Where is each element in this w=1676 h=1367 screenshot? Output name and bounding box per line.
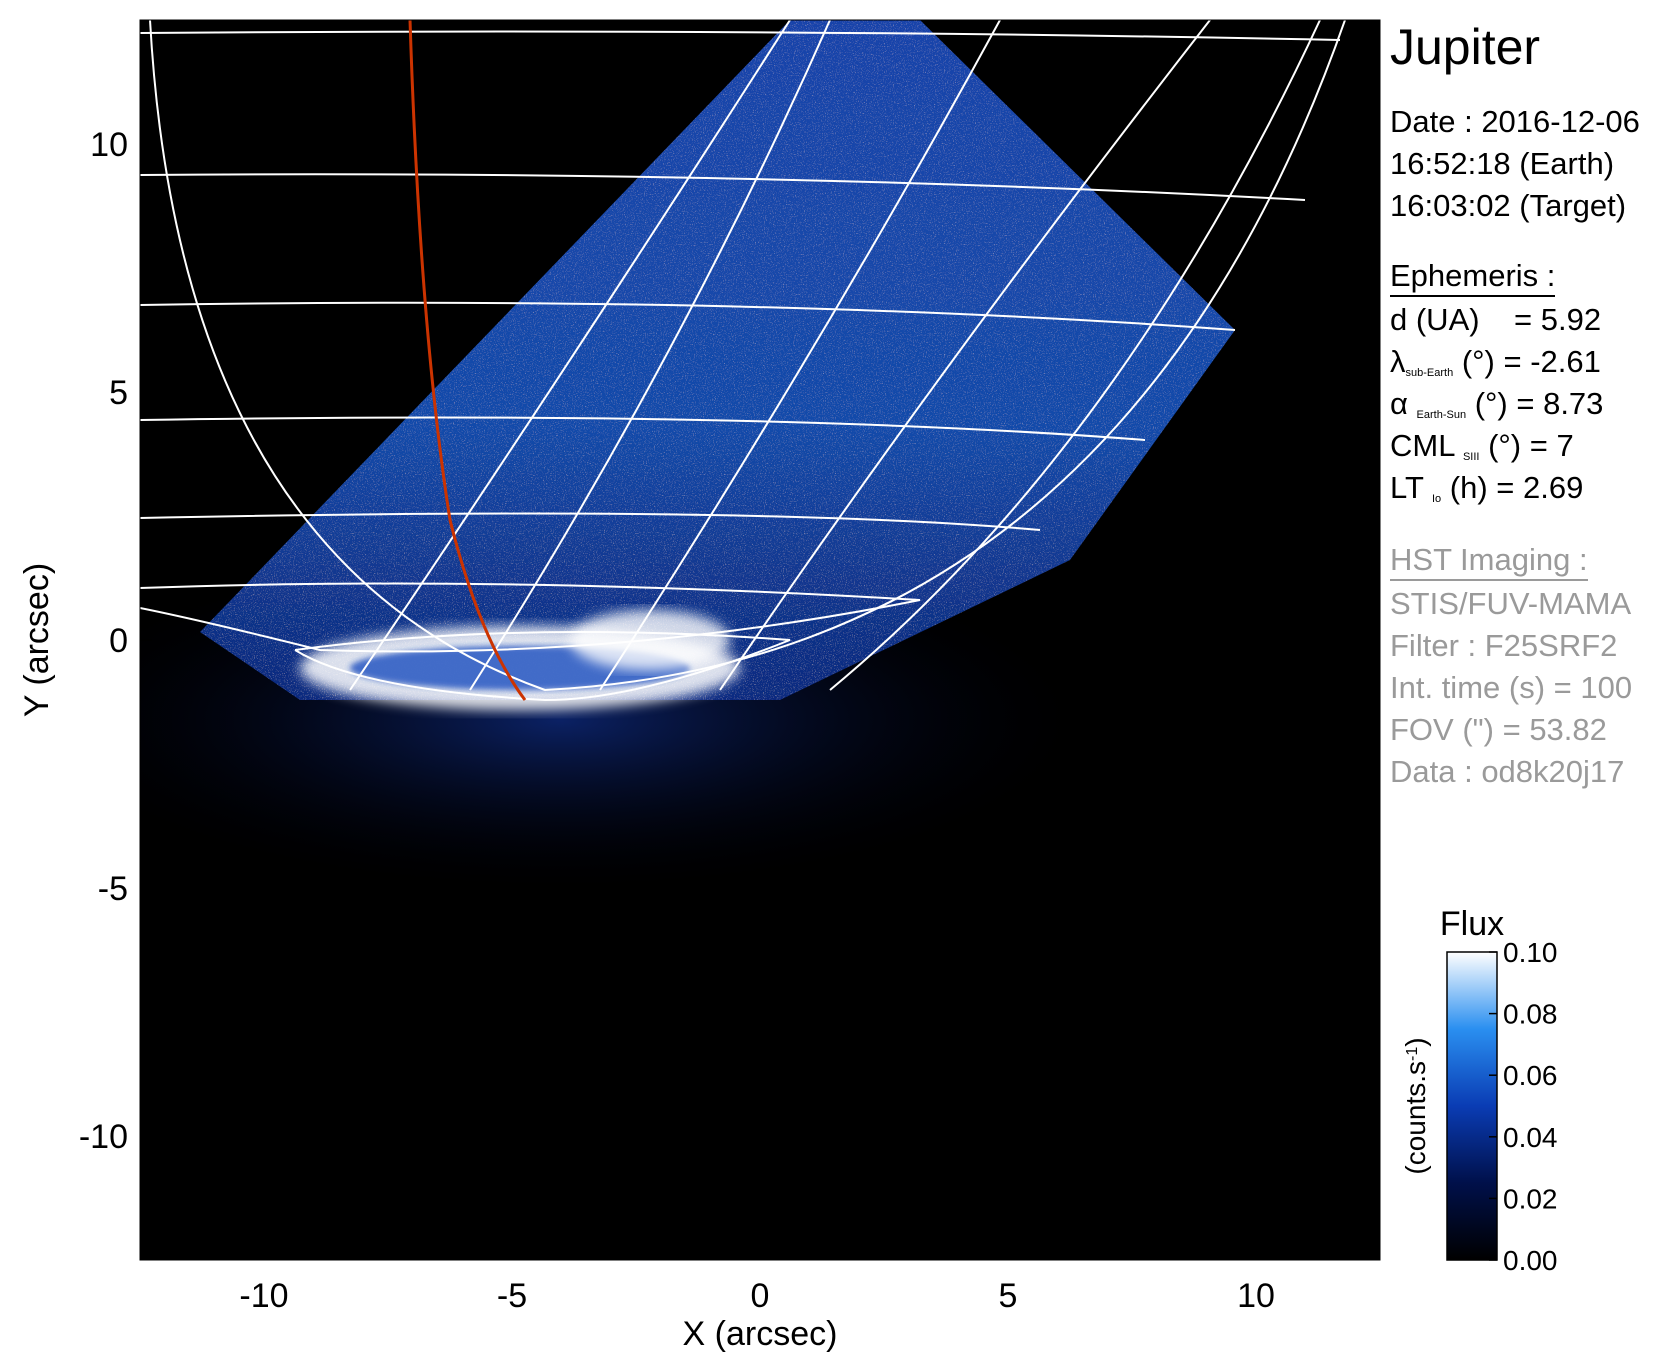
coordinate-grid bbox=[140, 20, 1346, 702]
x-axis: -10 -5 0 5 10 bbox=[239, 1248, 1275, 1315]
y-tick-label: 0 bbox=[109, 622, 128, 660]
y-axis-label: Y (arcsec) bbox=[18, 563, 56, 717]
ephemeris-sub-earth-latitude: λsub-Earth (°) = -2.61 bbox=[1390, 344, 1601, 379]
io-footprint-line bbox=[408, 20, 527, 701]
y-tick-label: 5 bbox=[109, 374, 128, 412]
x-tick-label: 5 bbox=[999, 1277, 1018, 1315]
date-label: Date : 2016-12-06 bbox=[1390, 104, 1640, 139]
x-tick-label: 0 bbox=[751, 1277, 770, 1315]
y-tick-label: -5 bbox=[98, 870, 128, 908]
hst-instrument: STIS/FUV-MAMA bbox=[1390, 586, 1632, 621]
hst-header: HST Imaging : bbox=[1390, 542, 1588, 581]
earth-time: 16:52:18 (Earth) bbox=[1390, 146, 1615, 181]
ephemeris-distance: d (UA) = 5.92 bbox=[1390, 302, 1602, 337]
ephemeris-phase-angle: α Earth-Sun (°) = 8.73 bbox=[1390, 386, 1604, 421]
planet-limb bbox=[149, 20, 1346, 692]
colorbar-tick-label: 0.10 bbox=[1503, 937, 1558, 968]
ephemeris-local-time: LT Io (h) = 2.69 bbox=[1390, 470, 1584, 505]
x-tick-label: -10 bbox=[239, 1277, 288, 1315]
ephemeris-cml: CML SIII (°) = 7 bbox=[1390, 428, 1574, 463]
x-tick-label: -5 bbox=[497, 1277, 527, 1315]
colorbar-tick-label: 0.08 bbox=[1503, 999, 1558, 1030]
aurora-image bbox=[140, 20, 1235, 890]
x-axis-label: X (arcsec) bbox=[683, 1315, 838, 1353]
colorbar-title: Flux bbox=[1440, 905, 1504, 943]
x-tick-label: 10 bbox=[1237, 1277, 1275, 1315]
hst-filter: Filter : F25SRF2 bbox=[1390, 628, 1618, 663]
colorbar-ticks: 0.10 0.08 0.06 0.04 0.02 0.00 bbox=[1489, 937, 1558, 1276]
hst-integration-time: Int. time (s) = 100 bbox=[1390, 670, 1633, 705]
y-tick-label: -10 bbox=[79, 1118, 128, 1156]
y-axis: 10 5 0 -5 -10 bbox=[79, 126, 152, 1156]
ephemeris-header: Ephemeris : bbox=[1390, 258, 1556, 297]
hst-data-id: Data : od8k20j17 bbox=[1390, 754, 1625, 789]
colorbar-tick-label: 0.02 bbox=[1503, 1183, 1558, 1214]
colorbar-tick-label: 0.04 bbox=[1503, 1122, 1558, 1153]
target-time: 16:03:02 (Target) bbox=[1390, 188, 1627, 223]
colorbar-tick-label: 0.00 bbox=[1503, 1245, 1558, 1276]
illuminated-disk-region bbox=[200, 20, 1235, 700]
colorbar-tick-label: 0.06 bbox=[1503, 1060, 1558, 1091]
y-tick-label: 10 bbox=[90, 126, 128, 164]
colorbar bbox=[1446, 951, 1498, 1261]
hst-fov: FOV (") = 53.82 bbox=[1390, 712, 1607, 747]
colorbar-unit: (counts.s-1) bbox=[1400, 1037, 1431, 1174]
planet-title: Jupiter bbox=[1390, 19, 1541, 75]
